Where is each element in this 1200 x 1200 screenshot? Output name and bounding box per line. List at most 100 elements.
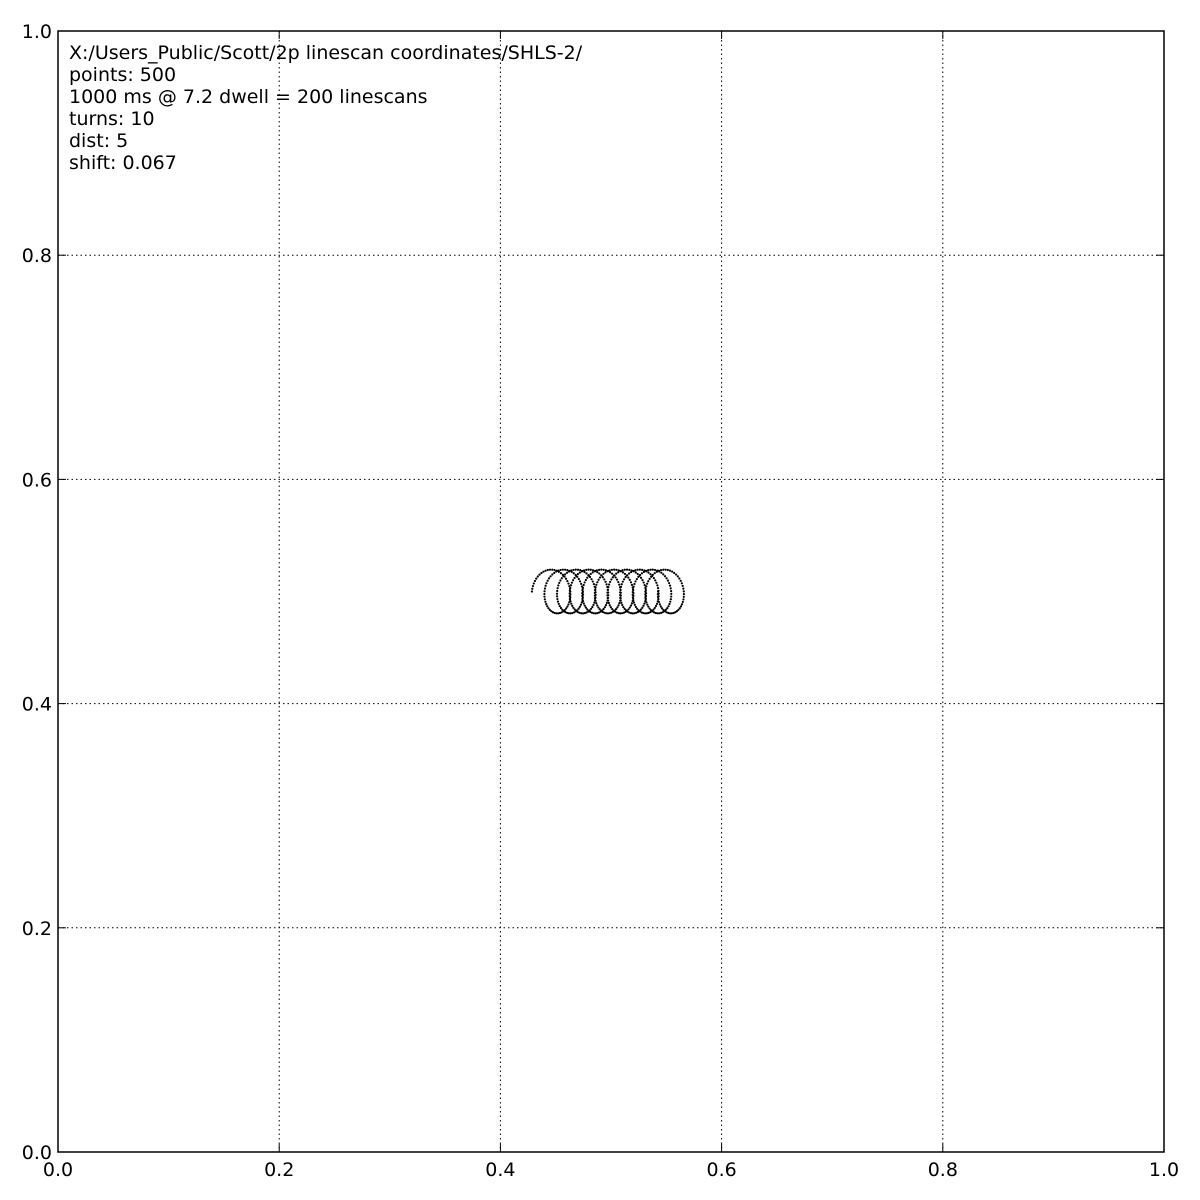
- data-point: [657, 600, 661, 604]
- data-point: [572, 606, 575, 609]
- data-point: [570, 569, 573, 572]
- data-point: [572, 568, 575, 572]
- data-point: [589, 572, 592, 576]
- data-point: [547, 607, 550, 610]
- data-point: [609, 571, 612, 574]
- data-point: [670, 589, 673, 593]
- data-point: [615, 578, 619, 581]
- data-point: [653, 611, 656, 614]
- data-point: [622, 578, 626, 581]
- data-point: [631, 596, 634, 599]
- data-point: [682, 593, 686, 596]
- data-point: [668, 581, 671, 585]
- data-point: [652, 576, 655, 580]
- data-point: [649, 573, 652, 576]
- data-point: [531, 584, 535, 588]
- data-point: [598, 608, 601, 611]
- data-point: [542, 570, 545, 573]
- data-point: [556, 600, 560, 603]
- data-point: [567, 603, 570, 606]
- data-point: [643, 584, 646, 587]
- data-point: [653, 572, 656, 575]
- data-point: [604, 604, 608, 607]
- data-point: [531, 587, 534, 590]
- data-point: [619, 585, 623, 588]
- data-point: [590, 611, 594, 614]
- data-point: [592, 582, 595, 586]
- data-point: [551, 611, 555, 614]
- data-point: [680, 603, 684, 606]
- data-point: [598, 572, 601, 575]
- data-point: [606, 588, 609, 591]
- data-point: [641, 606, 644, 609]
- data-point: [609, 580, 612, 584]
- data-point: [565, 571, 569, 574]
- plot-frame: [57, 30, 1165, 1153]
- data-point: [578, 571, 581, 574]
- data-point: [653, 568, 657, 572]
- data-point: [548, 608, 551, 611]
- data-point: [634, 580, 637, 583]
- data-point: [600, 574, 603, 577]
- data-point: [631, 590, 634, 594]
- data-point: [575, 574, 578, 578]
- data-point: [569, 584, 573, 587]
- data-point: [681, 584, 684, 588]
- data-point: [569, 586, 572, 590]
- data-point: [628, 606, 631, 609]
- data-point: [659, 605, 662, 608]
- data-point: [601, 610, 604, 613]
- data-point: [629, 570, 633, 574]
- data-point: [675, 610, 678, 613]
- data-point: [619, 588, 622, 591]
- data-point: [665, 577, 668, 580]
- data-point: [630, 602, 634, 605]
- data-point: [596, 581, 599, 584]
- data-point: [567, 612, 570, 615]
- data-point: [645, 612, 649, 615]
- data-point: [632, 601, 636, 604]
- annotation-path-line: X:/Users_Public/Scott/2p linescan coordi…: [69, 42, 583, 64]
- data-point: [591, 569, 595, 572]
- data-point: [679, 605, 683, 608]
- data-point: [634, 571, 637, 574]
- data-point: [636, 607, 639, 610]
- data-point: [581, 586, 585, 589]
- data-point: [574, 568, 577, 571]
- annotation-turns-line: turns: 10: [69, 108, 155, 130]
- data-point: [620, 601, 623, 604]
- data-point: [594, 597, 597, 600]
- y-tick-label: 0.2: [22, 918, 52, 940]
- data-point: [559, 568, 562, 572]
- data-point: [607, 601, 610, 605]
- data-point: [593, 570, 596, 573]
- data-point: [627, 608, 630, 611]
- data-point: [677, 608, 680, 612]
- data-point: [657, 569, 660, 572]
- data-point: [592, 603, 595, 607]
- data-point: [666, 607, 669, 610]
- data-point: [585, 572, 588, 575]
- data-point: [601, 576, 604, 579]
- data-point: [621, 569, 624, 572]
- data-point: [655, 570, 658, 573]
- data-point: [643, 602, 646, 605]
- data-point: [673, 571, 676, 575]
- data-point: [605, 583, 608, 586]
- data-point: [558, 611, 562, 615]
- data-point: [584, 578, 587, 582]
- data-point: [618, 593, 622, 597]
- data-point: [608, 569, 611, 572]
- data-point: [662, 573, 665, 576]
- data-point: [617, 612, 620, 615]
- data-point: [657, 598, 660, 601]
- data-point: [663, 575, 667, 578]
- data-point: [568, 589, 571, 592]
- data-point: [631, 588, 635, 591]
- data-point: [618, 583, 621, 586]
- data-point: [570, 581, 574, 584]
- data-point: [587, 574, 591, 577]
- data-point: [556, 587, 559, 590]
- data-point: [573, 576, 576, 580]
